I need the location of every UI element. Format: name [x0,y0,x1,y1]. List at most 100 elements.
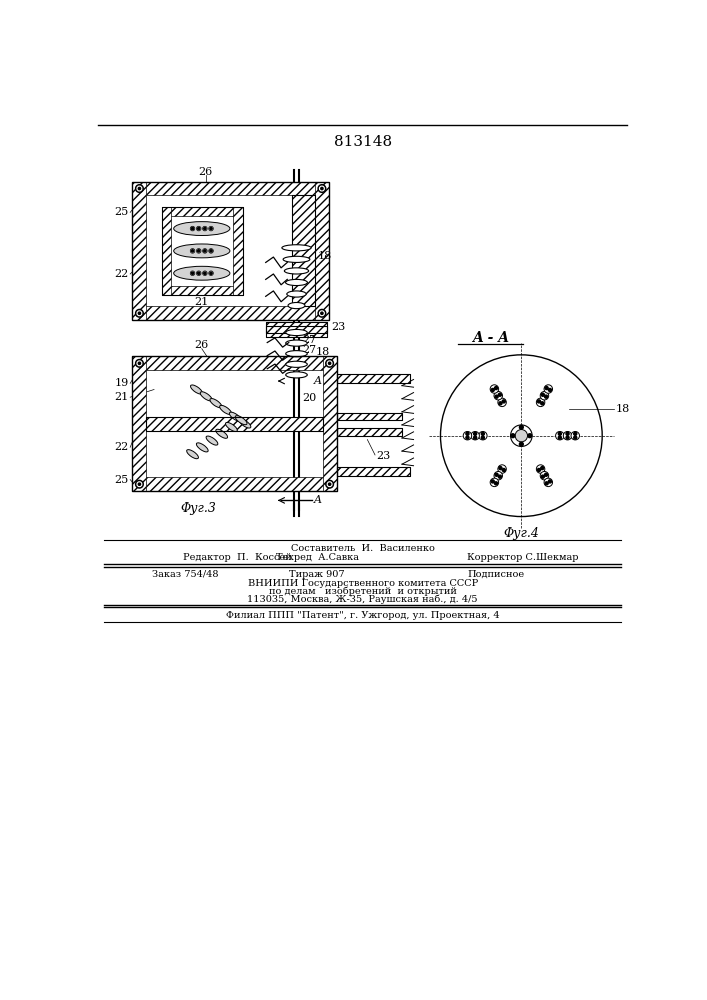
Text: Подписное: Подписное [467,570,525,579]
Bar [132,477,337,491]
Bar [337,466,409,476]
Text: 26: 26 [194,340,209,350]
Bar [266,326,327,337]
Ellipse shape [197,443,208,452]
Circle shape [541,402,544,405]
Circle shape [537,465,545,473]
Circle shape [495,473,498,476]
Circle shape [502,400,506,403]
Bar [132,356,146,491]
Bar [292,195,315,306]
Text: 22: 22 [115,442,129,452]
Circle shape [544,385,553,393]
Circle shape [499,467,502,470]
Circle shape [545,387,548,390]
Text: Редактор  П.  Коссей: Редактор П. Коссей [182,553,291,562]
Ellipse shape [286,329,308,336]
Circle shape [537,400,540,403]
Bar [132,356,337,491]
Bar [337,428,402,436]
Circle shape [137,482,141,487]
Text: 113035, Москва, Ж-35, Раушская наб., д. 4/5: 113035, Москва, Ж-35, Раушская наб., д. … [247,594,478,604]
Circle shape [495,395,498,398]
Ellipse shape [286,372,308,378]
Circle shape [197,250,200,252]
Circle shape [471,431,479,440]
Circle shape [321,187,323,190]
Circle shape [481,436,484,439]
Circle shape [329,362,331,364]
Circle shape [190,226,195,231]
Ellipse shape [210,399,222,408]
Ellipse shape [286,340,308,346]
Circle shape [573,436,577,439]
Circle shape [197,227,200,230]
Bar [162,286,243,295]
Circle shape [139,312,141,314]
Circle shape [559,436,561,439]
Circle shape [542,393,544,396]
Circle shape [204,272,206,274]
Circle shape [474,436,477,439]
Text: 19: 19 [115,378,129,388]
Ellipse shape [282,245,311,251]
Text: 21: 21 [194,297,209,307]
Circle shape [494,482,498,485]
Bar [292,195,315,306]
Bar [266,322,327,333]
Text: 26: 26 [199,167,213,177]
Circle shape [326,480,334,488]
Circle shape [210,272,212,274]
Bar [146,417,322,431]
Circle shape [498,398,506,407]
Text: 18: 18 [316,347,330,357]
Text: 27: 27 [303,335,317,345]
Bar [162,207,243,295]
Text: Φуг.4: Φуг.4 [503,527,539,540]
Circle shape [511,434,515,438]
Circle shape [209,226,214,231]
Bar [132,182,329,195]
Text: ВНИИПИ Государственного комитета СССР: ВНИИПИ Государственного комитета СССР [247,579,478,588]
Circle shape [136,309,144,317]
Ellipse shape [220,405,231,414]
Text: Заказ 754/48: Заказ 754/48 [152,570,218,579]
Bar [132,356,337,370]
Text: Филиал ППП "Патент", г. Ужгород, ул. Проектная, 4: Филиал ППП "Патент", г. Ужгород, ул. Про… [226,611,500,620]
Circle shape [549,480,551,483]
Text: Корректор С.Шекмар: Корректор С.Шекмар [467,553,579,562]
Bar [132,306,329,320]
Circle shape [499,402,502,405]
Circle shape [190,271,195,276]
Circle shape [563,431,572,440]
Circle shape [544,473,548,476]
Circle shape [139,187,141,190]
Bar [337,374,409,383]
Circle shape [537,468,540,472]
Text: Составитель  И.  Василенко: Составитель И. Василенко [291,544,435,553]
Ellipse shape [174,222,230,235]
Circle shape [329,483,331,485]
Ellipse shape [283,256,310,262]
Text: по делам   изобретений  и открытий: по делам изобретений и открытий [269,586,457,596]
Circle shape [321,312,323,314]
Circle shape [137,186,141,191]
Bar [315,182,329,320]
Circle shape [544,395,548,398]
Ellipse shape [200,392,212,401]
Bar [337,466,409,476]
Text: 27: 27 [303,345,317,355]
Circle shape [494,387,498,390]
Bar [162,207,171,295]
Bar [162,207,243,216]
Circle shape [136,359,144,367]
Circle shape [204,250,206,252]
Ellipse shape [284,268,309,274]
Circle shape [192,250,194,252]
Circle shape [544,478,553,487]
Text: A - A: A - A [472,331,509,345]
Circle shape [545,482,548,485]
Circle shape [204,227,206,230]
Bar [337,428,402,436]
Circle shape [559,432,561,435]
